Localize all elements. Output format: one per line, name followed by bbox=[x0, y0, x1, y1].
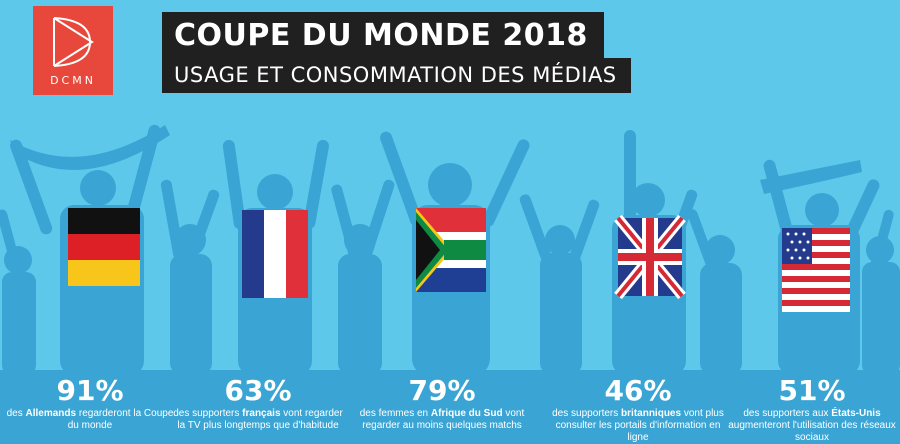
page-subtitle: USAGE ET CONSOMMATION DES MÉDIAS bbox=[162, 58, 631, 93]
stat-description: des femmes en Afrique du Sud vont regard… bbox=[359, 408, 525, 431]
south-africa-flag-shirt bbox=[416, 208, 486, 292]
france-flag-shirt bbox=[242, 210, 308, 298]
fan-silhouette bbox=[331, 179, 395, 375]
fan-silhouette bbox=[862, 209, 900, 375]
logo-text: DCMN bbox=[50, 74, 96, 87]
stat-percentage: 91% bbox=[56, 374, 124, 407]
stats-band bbox=[0, 370, 900, 444]
dcmn-logo: DCMN bbox=[33, 6, 113, 95]
fan-silhouette bbox=[160, 179, 220, 375]
stat-percentage: 63% bbox=[224, 374, 292, 407]
usa-flag-shirt bbox=[782, 228, 850, 312]
uk-flag-shirt bbox=[614, 214, 686, 300]
germany-flag-shirt bbox=[68, 208, 140, 286]
stat-south-africa: 79% des femmes en Afrique du Sud vont re… bbox=[352, 376, 532, 432]
fan-silhouette bbox=[519, 194, 600, 375]
stat-percentage: 46% bbox=[604, 374, 672, 407]
fan-silhouette bbox=[687, 209, 742, 375]
stat-percentage: 51% bbox=[778, 374, 846, 407]
stat-description: des supporters français vont regarder la… bbox=[173, 408, 343, 431]
stat-france: 63% des supporters français vont regarde… bbox=[168, 376, 348, 432]
stat-percentage: 79% bbox=[408, 374, 476, 407]
dcmn-logo-mark-icon bbox=[53, 17, 94, 67]
stat-description: des supporters aux États-Unis augmentero… bbox=[728, 408, 896, 443]
stat-usa: 51% des supporters aux États-Unis augmen… bbox=[722, 376, 900, 444]
stat-description: des supporters britanniques vont plus co… bbox=[552, 408, 724, 443]
crowd-illustration bbox=[0, 124, 900, 375]
stat-description: des Allemands regarderont la Coupe du mo… bbox=[6, 408, 174, 431]
stat-germany: 91% des Allemands regarderont la Coupe d… bbox=[0, 376, 180, 432]
stat-uk: 46% des supporters britanniques vont plu… bbox=[548, 376, 728, 444]
fan-silhouette bbox=[0, 209, 36, 375]
page-title: COUPE DU MONDE 2018 bbox=[162, 12, 604, 59]
